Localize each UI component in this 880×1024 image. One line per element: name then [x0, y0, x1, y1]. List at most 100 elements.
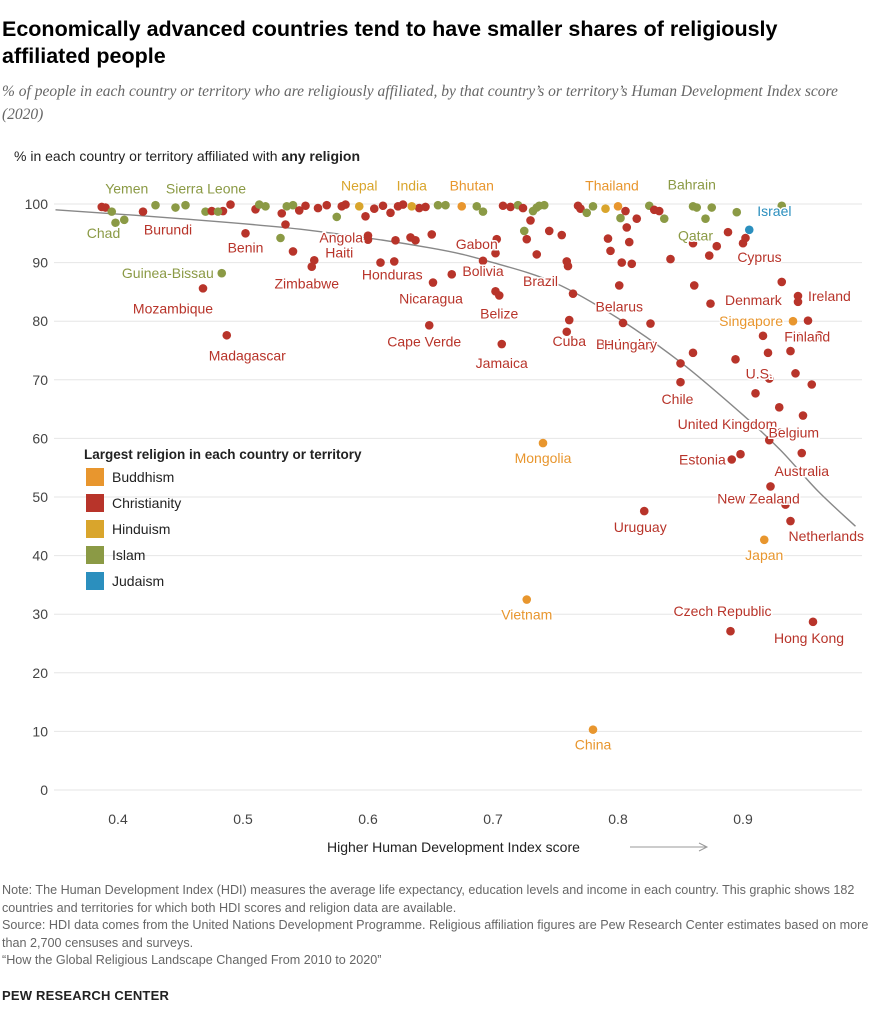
data-point [478, 207, 488, 216]
data-point-japan [759, 535, 769, 545]
data-point [181, 200, 190, 210]
data-point [276, 233, 285, 243]
data-point [736, 449, 745, 459]
data-point [544, 226, 554, 236]
point-label: New Zealand [717, 490, 800, 506]
y-tick-label: 10 [32, 723, 48, 739]
point-label: Jamaica [476, 355, 528, 371]
data-point [341, 200, 350, 209]
point-label: Thailand [585, 177, 639, 193]
point-label: Netherlands [789, 528, 865, 544]
data-point [777, 201, 787, 211]
point-label: Belarus [596, 298, 643, 314]
legend-label: Christianity [112, 495, 181, 511]
data-point-thailand [613, 202, 623, 211]
data-point-mozambique [198, 284, 208, 293]
data-point [659, 214, 669, 223]
legend-label: Judaism [112, 573, 164, 589]
point-label: Finland [784, 328, 830, 344]
data-point [101, 203, 110, 212]
y-tick-label: 50 [32, 489, 48, 505]
point-label: Honduras [362, 266, 423, 282]
data-point [332, 212, 342, 222]
data-point-burundi [138, 207, 148, 216]
point-label: Japan [745, 547, 783, 563]
data-points [97, 200, 824, 734]
point-label: Qatar [678, 228, 713, 244]
data-point-jamaica [497, 339, 507, 349]
data-point [582, 208, 592, 218]
data-point [576, 204, 585, 213]
legend-label: Buddhism [112, 469, 174, 485]
data-point [411, 236, 420, 245]
data-point [376, 258, 385, 267]
y-tick-label: 70 [32, 372, 48, 388]
y-tick-label: 90 [32, 255, 48, 271]
point-label: Nepal [341, 177, 378, 193]
data-point [712, 241, 722, 251]
data-point [522, 234, 532, 244]
data-point [261, 202, 270, 211]
data-point-hungary [646, 319, 655, 328]
legend-label: Islam [112, 547, 145, 563]
data-point [119, 215, 129, 225]
data-point-united-kingdom [764, 435, 774, 445]
data-point [731, 354, 740, 364]
data-point [706, 299, 715, 308]
data-point-finland [794, 332, 804, 341]
data-point-bhutan [457, 202, 467, 211]
point-label: Burundi [144, 222, 192, 238]
y-tick-label: 80 [32, 313, 48, 329]
data-point-belarus [614, 281, 624, 290]
y-tick-label: 30 [32, 606, 48, 622]
point-label: Hungary [604, 337, 657, 353]
data-point [688, 348, 698, 358]
data-point [201, 207, 210, 216]
y-tick-label: 60 [32, 430, 48, 446]
chart-title: Economically advanced countries tend to … [2, 17, 778, 68]
data-point [281, 220, 290, 229]
point-label: Uruguay [614, 519, 667, 535]
data-point [617, 258, 627, 267]
point-label: Yemen [105, 181, 148, 197]
point-label: Zimbabwe [274, 276, 339, 292]
data-point-denmark [777, 277, 787, 287]
data-point [557, 230, 567, 240]
y-tick-labels: 0 10 20 30 40 50 60 70 80 90 100 [25, 196, 49, 798]
data-point [621, 206, 630, 216]
data-point-hong-kong [808, 617, 818, 627]
data-point [632, 214, 642, 223]
data-point [774, 403, 784, 412]
point-label: Cyprus [737, 249, 781, 265]
x-tick-label: 0.5 [233, 811, 253, 827]
data-point-australia [797, 448, 807, 458]
point-label: Bahrain [668, 177, 716, 193]
point-label: Czech Republic [673, 603, 771, 619]
data-point [506, 202, 515, 212]
data-point [692, 203, 702, 212]
y-axis-title-bold: any religion [281, 148, 360, 164]
data-point-zimbabwe [307, 262, 317, 272]
data-point [814, 330, 824, 340]
data-point [781, 500, 790, 509]
point-label: Mongolia [515, 450, 572, 466]
data-point [391, 236, 400, 245]
chart-subtitle: % of people in each country or territory… [2, 83, 838, 123]
legend-swatch-judaism [86, 572, 104, 590]
data-point [386, 208, 395, 218]
data-point [807, 380, 817, 389]
data-point [288, 247, 298, 256]
data-point [732, 207, 742, 217]
y-tick-label: 20 [32, 665, 48, 681]
data-point-new-zealand [766, 482, 775, 491]
point-label: Barbados [596, 336, 656, 352]
point-label: Angola [319, 230, 363, 246]
point-label: Cape Verde [387, 333, 461, 349]
data-point-uruguay [639, 506, 649, 516]
point-label: Nicaragua [399, 291, 463, 307]
point-label: Gabon [456, 236, 498, 252]
data-point [369, 204, 379, 213]
point-label: China [575, 737, 612, 753]
point-labels: Yemen Chad Burundi Sierra Leone Benin Guinea-… [85, 175, 865, 754]
data-point-estonia [727, 455, 737, 464]
